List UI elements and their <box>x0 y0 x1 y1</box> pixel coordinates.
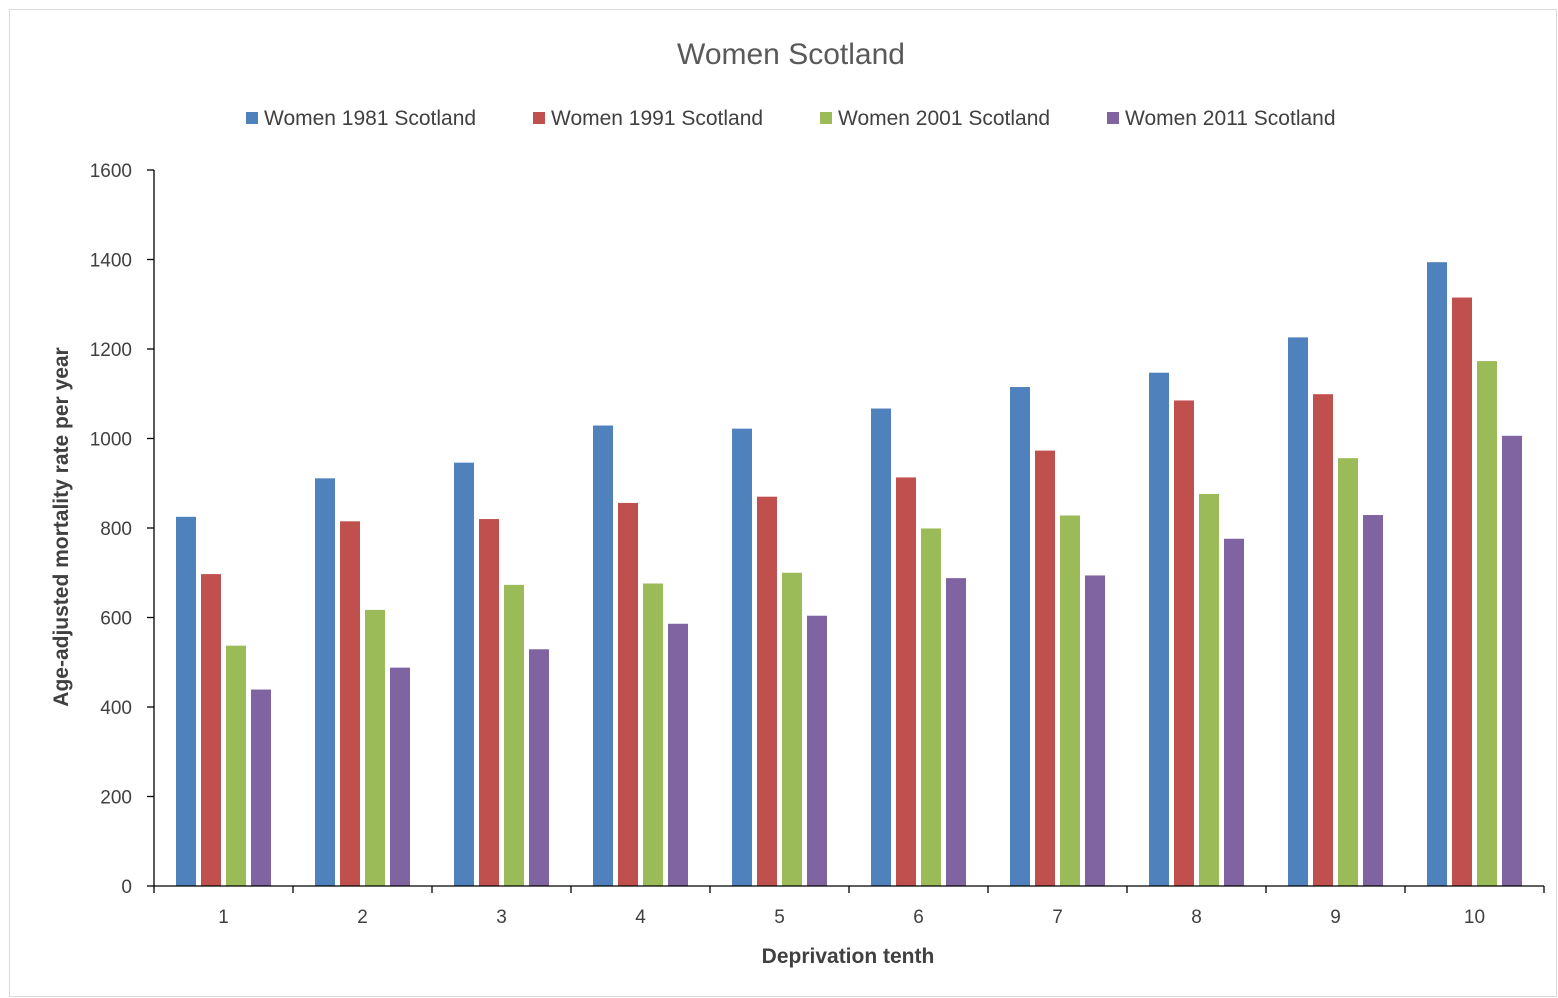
bar-series1-cat8 <box>1149 372 1169 886</box>
bar-series4-cat1 <box>251 689 271 886</box>
bar-series3-cat9 <box>1338 458 1358 886</box>
legend-label: Women 1991 Scotland <box>551 107 763 130</box>
legend-swatch <box>246 112 258 124</box>
bar-series1-cat3 <box>454 462 474 886</box>
x-tick-label: 8 <box>1191 907 1202 928</box>
bar-series4-cat6 <box>946 578 966 886</box>
y-tick-label: 0 <box>121 877 132 898</box>
bar-series2-cat1 <box>201 574 221 886</box>
bar-series1-cat10 <box>1427 262 1447 886</box>
x-tick-label: 4 <box>635 907 646 928</box>
bar-series3-cat1 <box>226 645 246 886</box>
bar-series1-cat2 <box>315 478 335 886</box>
bar-series2-cat9 <box>1313 394 1333 886</box>
x-tick-label: 9 <box>1330 907 1341 928</box>
bar-series4-cat3 <box>529 649 549 886</box>
legend-swatch <box>820 112 832 124</box>
bar-series1-cat4 <box>593 425 613 886</box>
bar-series3-cat4 <box>643 583 663 886</box>
y-tick-label: 1600 <box>90 161 132 182</box>
x-axis-title: Deprivation tenth <box>762 945 935 968</box>
y-tick-label: 200 <box>100 788 132 809</box>
x-tick-label: 7 <box>1052 907 1063 928</box>
bar-series3-cat3 <box>504 584 524 886</box>
bar-series3-cat5 <box>782 572 802 886</box>
legend-label: Women 1981 Scotland <box>264 107 476 130</box>
legend-swatch <box>1107 112 1119 124</box>
legend-swatch <box>533 112 545 124</box>
y-tick-label: 1200 <box>90 340 132 361</box>
bar-series2-cat7 <box>1035 450 1055 886</box>
bar-series2-cat8 <box>1174 400 1194 886</box>
bar-series1-cat7 <box>1010 387 1030 886</box>
x-tick-label: 5 <box>774 907 785 928</box>
bar-series3-cat2 <box>365 609 385 886</box>
y-tick-label: 1000 <box>90 430 132 451</box>
bar-series3-cat8 <box>1199 493 1219 886</box>
bar-series1-cat9 <box>1288 337 1308 886</box>
bar-series1-cat6 <box>871 408 891 886</box>
bar-series4-cat4 <box>668 623 688 886</box>
x-tick-label: 1 <box>218 907 229 928</box>
chart-title: Women Scotland <box>677 38 905 71</box>
legend: Women 1981 Scotland Women 1991 Scotland Wo… <box>246 107 1336 130</box>
x-tick-label: 10 <box>1464 907 1485 928</box>
bar-series4-cat2 <box>390 667 410 886</box>
bar-series1-cat5 <box>732 428 752 886</box>
bar-series4-cat5 <box>807 615 827 886</box>
y-axis-title: Age-adjusted mortality rate per year <box>50 347 73 706</box>
bar-series1-cat1 <box>176 516 196 886</box>
bar-series2-cat6 <box>896 477 916 886</box>
y-tick-label: 400 <box>100 698 132 719</box>
legend-label: Women 2001 Scotland <box>838 107 1050 130</box>
x-tick-label: 3 <box>496 907 507 928</box>
bar-series2-cat3 <box>479 519 499 886</box>
y-tick-label: 600 <box>100 609 132 630</box>
axes-group <box>153 170 1544 887</box>
bar-series2-cat5 <box>757 496 777 886</box>
x-tick-label: 2 <box>357 907 368 928</box>
bar-series2-cat10 <box>1452 297 1472 887</box>
y-ticks-group: 0 200 400 600 800 1000 1200 1400 1600 <box>90 161 154 898</box>
bar-series2-cat4 <box>618 502 638 886</box>
x-tick-label: 6 <box>913 907 924 928</box>
y-tick-label: 800 <box>100 519 132 540</box>
x-ticks-group: 1 2 3 4 5 6 7 8 9 10 <box>153 886 1545 928</box>
bar-series2-cat2 <box>340 521 360 886</box>
bar-series3-cat7 <box>1060 515 1080 886</box>
bars-group <box>176 262 1522 887</box>
bar-series4-cat9 <box>1363 515 1383 886</box>
y-tick-label: 1400 <box>90 251 132 272</box>
bar-series4-cat7 <box>1085 575 1105 886</box>
bar-series4-cat10 <box>1502 435 1522 886</box>
bar-series3-cat6 <box>921 528 941 886</box>
bar-series3-cat10 <box>1477 361 1497 886</box>
legend-label: Women 2011 Scotland <box>1125 107 1336 130</box>
bar-series4-cat8 <box>1224 538 1244 886</box>
